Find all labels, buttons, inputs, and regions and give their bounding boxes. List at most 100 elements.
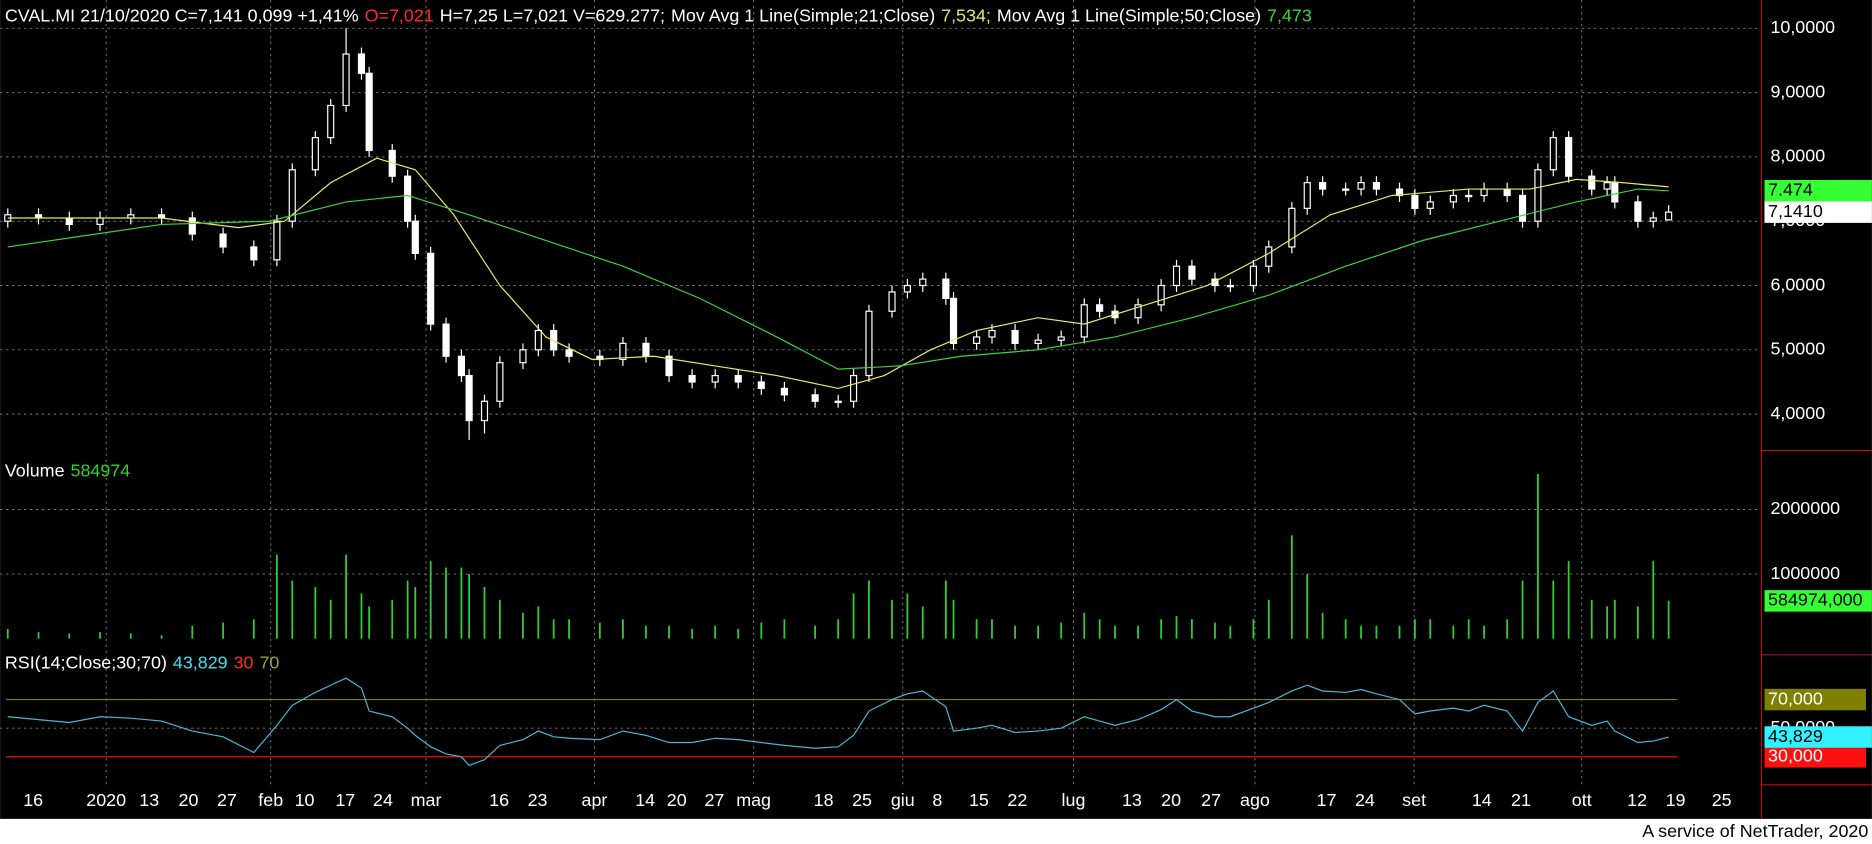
volume-bar — [1537, 473, 1539, 639]
x-tick-label: 13 — [139, 790, 159, 810]
candle-body — [642, 342, 650, 357]
volume-bar — [1014, 625, 1016, 639]
candle-body — [1611, 182, 1619, 203]
candle-body — [688, 374, 696, 383]
volume-bar — [445, 567, 447, 639]
candle-body — [734, 374, 742, 383]
last-value-box — [1764, 179, 1872, 202]
x-tick-label: 17 — [1317, 790, 1337, 810]
volume-bar — [1360, 625, 1362, 639]
header-item: Mov Avg 1 Line(Simple;50;Close) — [997, 5, 1261, 25]
candle-body — [865, 310, 873, 377]
level-label-box — [1764, 746, 1866, 768]
volume-bar — [329, 599, 332, 639]
volume-bar — [1060, 622, 1063, 639]
volume-bar — [891, 599, 893, 639]
volume-bar — [944, 580, 947, 639]
volume-bar — [191, 625, 194, 639]
volume-bar — [737, 628, 740, 639]
candle-body — [465, 374, 473, 422]
volume-bar — [1214, 622, 1216, 639]
candle-body — [1288, 207, 1296, 248]
candle-body — [1465, 194, 1473, 198]
volume-bar — [1344, 619, 1347, 639]
y-tick-label: 1000000 — [1770, 563, 1840, 583]
volume-bar — [537, 606, 540, 639]
chart-background — [0, 0, 1872, 819]
volume-bar — [1306, 574, 1309, 639]
candle-body — [988, 329, 996, 338]
volume-bar — [1290, 535, 1293, 639]
candle-body — [1034, 339, 1042, 344]
candle-body — [1480, 188, 1488, 197]
volume-bar — [1552, 580, 1555, 639]
candle-body — [1411, 194, 1419, 209]
volume-bar — [291, 580, 294, 639]
last-value-box — [1764, 726, 1872, 748]
candle-body — [919, 278, 927, 287]
candle-body — [519, 349, 527, 364]
x-tick-label: 8 — [932, 790, 942, 810]
y-tick-label: 30,000 — [1768, 746, 1823, 766]
candle-body — [427, 252, 435, 325]
candle-body — [1342, 188, 1350, 191]
candle-body — [219, 233, 227, 248]
volume-bar — [1567, 561, 1570, 639]
volume-bar — [1667, 600, 1670, 639]
x-tick-label: 19 — [1666, 790, 1686, 810]
volume-bar — [1467, 619, 1470, 639]
x-tick-label: feb — [258, 790, 283, 810]
header-item: CVAL.MI 21/10/2020 C=7,141 0,099 +1,41% — [5, 5, 359, 25]
header-item: 70 — [259, 652, 279, 672]
volume-bar — [1590, 599, 1593, 639]
moving-average-line — [7, 157, 1669, 390]
candle-body — [1319, 182, 1327, 190]
volume-bar — [714, 625, 717, 639]
volume-bar — [1037, 625, 1040, 639]
header-item: 43,829 — [173, 652, 228, 672]
candle-body — [811, 394, 819, 402]
volume-bar — [1606, 606, 1609, 639]
header-item: 584974 — [71, 460, 131, 480]
volume-bar — [1613, 599, 1616, 639]
candle-body — [1096, 304, 1104, 312]
volume-bar — [868, 580, 870, 639]
volume-bar — [368, 606, 371, 639]
header-item: O=7,021 — [365, 5, 434, 25]
last-value-label: 7.474 — [1768, 179, 1813, 199]
candle-body — [1603, 182, 1611, 190]
candle-body — [1157, 284, 1165, 306]
last-value-box — [1764, 590, 1872, 612]
volume-bar — [37, 632, 40, 639]
volume-bar — [99, 632, 101, 639]
y-tick-label: 10,0000 — [1770, 17, 1835, 37]
volume-bar — [906, 593, 909, 639]
candle-body — [411, 220, 419, 254]
x-tick-label: 21 — [1511, 790, 1531, 810]
volume-bar — [483, 586, 486, 639]
volume-bar — [1160, 619, 1163, 639]
candle-body — [1057, 336, 1065, 341]
last-value-label: 7,1410 — [1768, 201, 1823, 221]
volume-bar — [1506, 619, 1509, 639]
x-tick-label: ago — [1240, 790, 1270, 810]
candle-body — [1172, 265, 1181, 287]
volume-bar — [345, 554, 347, 639]
footer-background — [0, 818, 1872, 844]
candle-body — [665, 355, 673, 377]
y-tick-label: 6,0000 — [1770, 274, 1825, 294]
candle-body — [327, 104, 335, 139]
volume-bar — [921, 606, 924, 639]
candle-body — [496, 362, 504, 402]
x-tick-label: 18 — [814, 790, 834, 810]
volume-bar — [645, 625, 647, 639]
candle-body — [96, 217, 104, 226]
y-tick-label: 70,000 — [1768, 688, 1823, 708]
x-tick-label: ott — [1572, 790, 1592, 810]
candle-body — [1226, 284, 1234, 288]
volume-bar — [1175, 616, 1178, 639]
x-tick-label: lug — [1062, 790, 1086, 810]
x-tick-label: 10 — [295, 790, 315, 810]
header-item: 7,473 — [1267, 5, 1312, 25]
